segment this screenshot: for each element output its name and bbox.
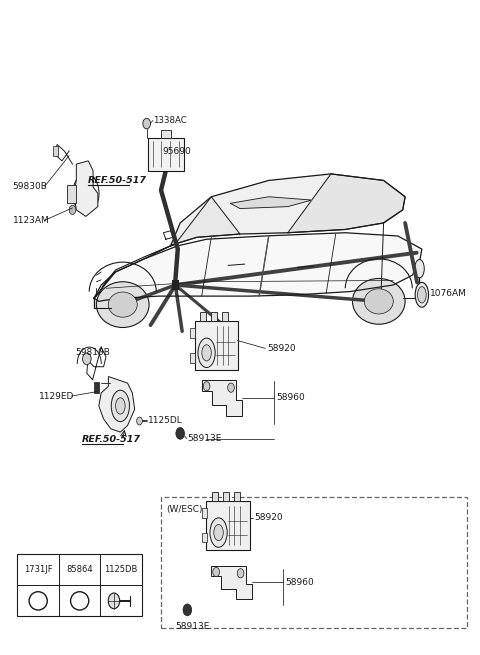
Polygon shape bbox=[170, 174, 405, 246]
Circle shape bbox=[203, 382, 210, 391]
Text: 1129ED: 1129ED bbox=[39, 392, 74, 401]
Circle shape bbox=[143, 119, 151, 129]
Polygon shape bbox=[94, 244, 175, 298]
Bar bbox=[206, 500, 250, 550]
Polygon shape bbox=[211, 566, 252, 599]
Ellipse shape bbox=[116, 398, 125, 414]
Ellipse shape bbox=[198, 338, 215, 367]
Ellipse shape bbox=[415, 282, 429, 307]
Polygon shape bbox=[170, 196, 240, 246]
Ellipse shape bbox=[415, 259, 424, 278]
Text: 1123AM: 1123AM bbox=[12, 215, 49, 225]
Polygon shape bbox=[202, 380, 242, 416]
Text: 58960: 58960 bbox=[276, 393, 305, 402]
Polygon shape bbox=[74, 161, 98, 216]
Text: 59810B: 59810B bbox=[75, 348, 110, 357]
Text: 1125DB: 1125DB bbox=[105, 565, 138, 574]
Text: 58920: 58920 bbox=[254, 514, 283, 523]
Bar bbox=[222, 312, 228, 321]
Bar bbox=[202, 508, 207, 518]
Circle shape bbox=[108, 593, 120, 608]
Ellipse shape bbox=[73, 174, 99, 213]
Bar bbox=[212, 491, 218, 500]
Text: 1125DL: 1125DL bbox=[148, 417, 183, 426]
Ellipse shape bbox=[210, 518, 227, 548]
Bar bbox=[17, 554, 142, 616]
Text: 58920: 58920 bbox=[267, 344, 295, 353]
Bar bbox=[202, 533, 207, 542]
Circle shape bbox=[137, 417, 143, 425]
Circle shape bbox=[228, 383, 234, 392]
Text: 59830B: 59830B bbox=[12, 182, 48, 191]
Bar bbox=[190, 353, 195, 363]
Circle shape bbox=[213, 567, 219, 576]
Bar bbox=[194, 321, 238, 370]
Text: REF.50-517: REF.50-517 bbox=[88, 176, 147, 185]
Text: 58913E: 58913E bbox=[175, 622, 209, 631]
Text: 85864: 85864 bbox=[66, 565, 93, 574]
Ellipse shape bbox=[111, 390, 130, 422]
Circle shape bbox=[183, 604, 192, 616]
Ellipse shape bbox=[418, 287, 426, 303]
Ellipse shape bbox=[214, 525, 223, 540]
Text: 1076AM: 1076AM bbox=[430, 289, 467, 298]
Text: 95690: 95690 bbox=[162, 147, 191, 156]
Circle shape bbox=[69, 205, 76, 214]
Text: 58960: 58960 bbox=[286, 578, 314, 587]
Bar bbox=[148, 138, 184, 171]
Bar bbox=[171, 280, 179, 290]
Polygon shape bbox=[99, 377, 135, 432]
Text: 1338AC: 1338AC bbox=[154, 116, 187, 125]
Circle shape bbox=[83, 353, 91, 365]
Ellipse shape bbox=[352, 278, 405, 324]
Text: 1731JF: 1731JF bbox=[24, 565, 52, 574]
Polygon shape bbox=[94, 233, 422, 301]
Circle shape bbox=[176, 428, 184, 440]
Bar bbox=[211, 312, 217, 321]
Bar bbox=[161, 497, 468, 628]
Ellipse shape bbox=[202, 345, 211, 361]
Bar bbox=[67, 185, 76, 203]
Ellipse shape bbox=[364, 289, 393, 314]
Bar bbox=[161, 130, 170, 138]
Text: REF.50-517: REF.50-517 bbox=[82, 436, 141, 445]
Bar bbox=[190, 328, 195, 338]
Bar bbox=[94, 383, 99, 393]
Ellipse shape bbox=[108, 292, 137, 317]
Bar bbox=[234, 491, 240, 500]
Ellipse shape bbox=[96, 282, 149, 328]
Polygon shape bbox=[288, 174, 405, 233]
Circle shape bbox=[237, 569, 244, 578]
Bar bbox=[223, 491, 229, 500]
Ellipse shape bbox=[79, 183, 93, 204]
Text: (W/ESC): (W/ESC) bbox=[166, 505, 202, 514]
Bar bbox=[53, 146, 58, 156]
Bar bbox=[200, 312, 206, 321]
Polygon shape bbox=[230, 196, 312, 208]
Text: 58913E: 58913E bbox=[187, 434, 222, 443]
